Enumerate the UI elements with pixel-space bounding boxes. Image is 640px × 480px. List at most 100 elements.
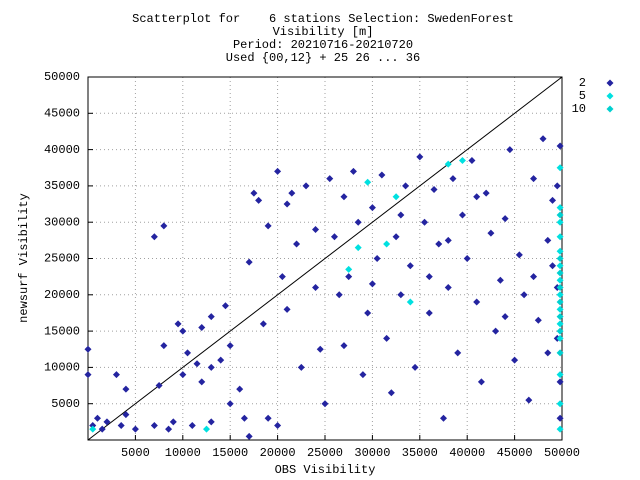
point bbox=[293, 240, 301, 248]
point bbox=[103, 418, 111, 426]
point bbox=[556, 247, 564, 255]
point bbox=[274, 421, 282, 429]
point bbox=[549, 262, 557, 270]
point bbox=[530, 273, 538, 281]
legend-label: 10 bbox=[572, 102, 586, 116]
point bbox=[473, 298, 481, 306]
point bbox=[458, 156, 466, 164]
point bbox=[458, 211, 466, 219]
y-tick-label: 45000 bbox=[44, 106, 80, 120]
point bbox=[345, 265, 353, 273]
point bbox=[482, 189, 490, 197]
point bbox=[556, 298, 564, 306]
point bbox=[250, 189, 258, 197]
x-axis-label: OBS Visibility bbox=[275, 463, 376, 477]
point bbox=[425, 273, 433, 281]
point bbox=[449, 175, 457, 183]
point bbox=[373, 255, 381, 262]
point bbox=[364, 178, 372, 186]
point bbox=[150, 233, 158, 241]
point bbox=[440, 414, 447, 422]
point bbox=[435, 240, 443, 248]
point bbox=[556, 305, 564, 313]
point bbox=[492, 327, 500, 335]
point bbox=[278, 273, 286, 281]
point bbox=[556, 262, 564, 270]
point bbox=[463, 255, 471, 262]
point bbox=[316, 345, 324, 353]
point bbox=[556, 378, 564, 386]
point bbox=[556, 334, 564, 342]
point bbox=[122, 411, 130, 419]
point bbox=[155, 382, 163, 390]
point bbox=[245, 432, 253, 440]
point bbox=[179, 327, 187, 335]
point bbox=[321, 400, 329, 408]
point bbox=[184, 349, 192, 357]
point bbox=[402, 182, 410, 190]
x-tick-label: 10000 bbox=[165, 446, 201, 460]
point bbox=[84, 345, 92, 353]
point bbox=[534, 316, 542, 324]
point bbox=[264, 414, 272, 422]
point bbox=[544, 349, 552, 357]
point bbox=[468, 156, 476, 164]
point bbox=[117, 421, 125, 429]
point bbox=[421, 218, 429, 226]
point bbox=[359, 371, 367, 379]
point bbox=[397, 291, 405, 299]
point bbox=[89, 425, 97, 433]
point bbox=[226, 342, 234, 350]
point bbox=[556, 255, 564, 262]
point bbox=[207, 313, 215, 321]
point bbox=[264, 222, 272, 230]
point bbox=[444, 160, 452, 168]
y-tick-label: 30000 bbox=[44, 215, 80, 229]
x-tick-label: 50000 bbox=[544, 446, 580, 460]
point bbox=[198, 378, 206, 386]
point bbox=[193, 360, 201, 368]
chart-title: Used {00,12} + 25 26 ... 36 bbox=[226, 51, 420, 65]
legend-marker bbox=[606, 92, 614, 100]
point bbox=[112, 371, 120, 379]
point bbox=[312, 225, 320, 233]
point bbox=[454, 349, 462, 357]
point bbox=[425, 309, 433, 317]
point bbox=[160, 222, 168, 230]
point bbox=[368, 204, 376, 212]
point bbox=[283, 305, 291, 313]
point bbox=[556, 142, 564, 150]
point bbox=[84, 371, 92, 379]
y-tick-label: 35000 bbox=[44, 179, 80, 193]
point bbox=[198, 323, 206, 331]
y-tick-label: 5000 bbox=[51, 397, 80, 411]
point bbox=[93, 414, 101, 422]
point bbox=[259, 320, 267, 328]
point bbox=[207, 363, 215, 371]
point bbox=[255, 196, 263, 204]
point bbox=[312, 284, 320, 292]
point bbox=[416, 153, 424, 161]
point bbox=[383, 334, 391, 342]
point bbox=[387, 389, 395, 397]
point bbox=[553, 182, 561, 190]
point bbox=[520, 291, 528, 299]
point bbox=[556, 327, 564, 335]
point bbox=[354, 244, 362, 252]
point bbox=[165, 425, 173, 433]
point bbox=[544, 236, 552, 244]
point bbox=[556, 204, 564, 212]
point bbox=[392, 193, 400, 201]
point bbox=[297, 363, 305, 371]
point bbox=[556, 313, 564, 321]
point bbox=[217, 356, 225, 364]
point bbox=[411, 363, 419, 371]
point bbox=[501, 215, 509, 223]
point bbox=[430, 186, 438, 194]
point bbox=[556, 371, 564, 379]
point bbox=[511, 356, 519, 364]
point bbox=[530, 175, 538, 183]
point bbox=[556, 291, 564, 299]
point bbox=[330, 233, 338, 241]
point bbox=[397, 211, 405, 219]
